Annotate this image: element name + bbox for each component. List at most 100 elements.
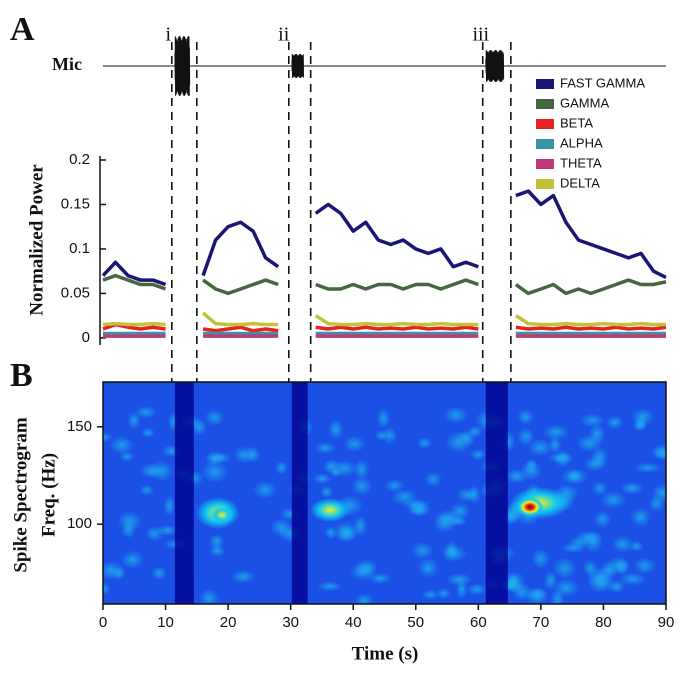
spectrogram-speckle: [443, 406, 469, 424]
spectrogram-speckle: [374, 429, 388, 441]
panel-label: B: [10, 357, 33, 394]
spectrogram-speckle: [620, 481, 644, 495]
spectrogram-speckle: [139, 484, 154, 496]
y-tick-label: 0: [82, 329, 90, 346]
legend-swatch: [536, 139, 554, 149]
spectrogram-speckle: [141, 427, 155, 438]
spectrogram-speckle: [198, 588, 220, 604]
spectrogram-speckle: [163, 495, 176, 517]
spectrogram-speckle: [343, 435, 366, 453]
bout-label: iii: [472, 24, 489, 46]
spectrogram-speckle: [200, 460, 229, 483]
spectrogram-speckle: [319, 485, 333, 499]
y-axis-title: Freq. (Hz): [38, 453, 59, 537]
x-tick-label: 80: [595, 614, 612, 631]
spectrogram-speckle: [542, 424, 570, 441]
legend-label: FAST GAMMA: [560, 75, 645, 90]
spectrogram-speckle: [445, 573, 473, 586]
spectrogram-speckle: [547, 452, 574, 464]
spectrogram-speckle: [329, 467, 342, 478]
legend-swatch: [536, 79, 554, 89]
spectrogram-speckle: [312, 472, 332, 485]
x-tick-label: 0: [99, 614, 107, 631]
spectrogram-speckle: [520, 461, 543, 481]
series-line: [102, 311, 666, 327]
spectrogram-speckle: [582, 559, 598, 577]
spectrogram-speckle: [600, 560, 618, 579]
spectrogram-speckle: [445, 431, 472, 454]
spectrogram-speckle: [332, 520, 360, 543]
spectrogram-speckle: [354, 592, 374, 604]
spectrogram: [103, 382, 666, 604]
spectrogram-hotspot: [516, 497, 544, 517]
spectrogram-speckle: [436, 587, 452, 600]
legend-label: THETA: [560, 155, 602, 170]
spectrogram-speckle: [633, 462, 662, 474]
spectrogram-speckle: [550, 588, 565, 604]
legend-label: BETA: [560, 115, 593, 130]
spectrogram-speckle: [411, 541, 434, 560]
spectrogram-gap: [174, 382, 194, 604]
legend-swatch: [536, 99, 554, 109]
x-axis-title: Time (s): [352, 643, 419, 664]
series-line: [102, 273, 667, 296]
mic-burst: [291, 53, 305, 79]
spectrogram-speckle: [275, 460, 289, 475]
spectrogram-speckle: [527, 438, 553, 457]
spectrogram-speckle: [139, 463, 162, 479]
spectrogram-frame: [102, 381, 667, 605]
y-tick-label: 100: [67, 515, 92, 532]
legend-swatch: [536, 179, 554, 189]
spectrogram-speckle: [628, 540, 644, 553]
spectrogram-gap: [485, 382, 508, 604]
y-tick-label: 0.2: [69, 151, 90, 168]
spectrogram-speckle: [470, 448, 487, 461]
legend-swatch: [536, 119, 554, 129]
spectrogram-speckle: [629, 507, 652, 527]
spectrogram-speckle: [467, 425, 483, 438]
spectrogram-speckle: [109, 435, 134, 455]
spectrogram-hotspot: [210, 506, 234, 524]
spectrogram-speckle: [127, 411, 141, 430]
y-tick-label: 0.15: [61, 195, 90, 212]
series-line: [101, 189, 667, 287]
x-tick-label: 90: [658, 614, 675, 631]
x-tick-label: 40: [345, 614, 362, 631]
y-tick-label: 150: [67, 418, 92, 435]
spectrogram-speckle: [204, 450, 225, 467]
y-tick-label: 0.1: [69, 240, 90, 257]
y-axis-title: Normalized Power: [26, 164, 47, 316]
spectrogram-speckle: [119, 451, 135, 462]
spectrogram-speckle: [103, 432, 113, 443]
spectrogram-speckle: [155, 524, 180, 536]
spectrogram-speckle: [633, 557, 657, 575]
spectrogram-speckle: [552, 557, 577, 579]
spectrogram-speckle: [230, 569, 256, 584]
spectrogram-speckle: [208, 533, 225, 550]
legend-label: GAMMA: [560, 95, 609, 110]
spectrogram-speckle: [517, 408, 535, 426]
spectrogram-speckle: [117, 510, 142, 532]
series-line: [102, 322, 667, 333]
spectrogram-hotspot: [310, 498, 350, 522]
y-tick-label: 0.05: [61, 284, 90, 301]
spectrogram-speckle: [561, 542, 586, 553]
spectrogram-speckle: [424, 471, 443, 487]
spectrogram-speckle: [580, 413, 605, 428]
spectrogram-speckle: [150, 566, 168, 581]
legend-label: ALPHA: [560, 135, 603, 150]
spectrogram-speckle: [233, 446, 256, 464]
spectrogram-speckle: [583, 456, 607, 472]
spectrogram-speckle: [651, 443, 666, 460]
spectrogram-speckle: [576, 434, 603, 453]
mic-label: Mic: [52, 54, 82, 74]
bout-label: i: [166, 24, 172, 46]
legend-swatch: [536, 159, 554, 169]
spectrogram-speckle: [134, 405, 157, 419]
x-tick-label: 50: [407, 614, 424, 631]
spectrogram-speckle: [618, 572, 647, 586]
spectrogram-speckle: [327, 418, 344, 441]
spectrogram-speckle: [351, 476, 373, 496]
spectrogram-speckle: [317, 581, 342, 592]
